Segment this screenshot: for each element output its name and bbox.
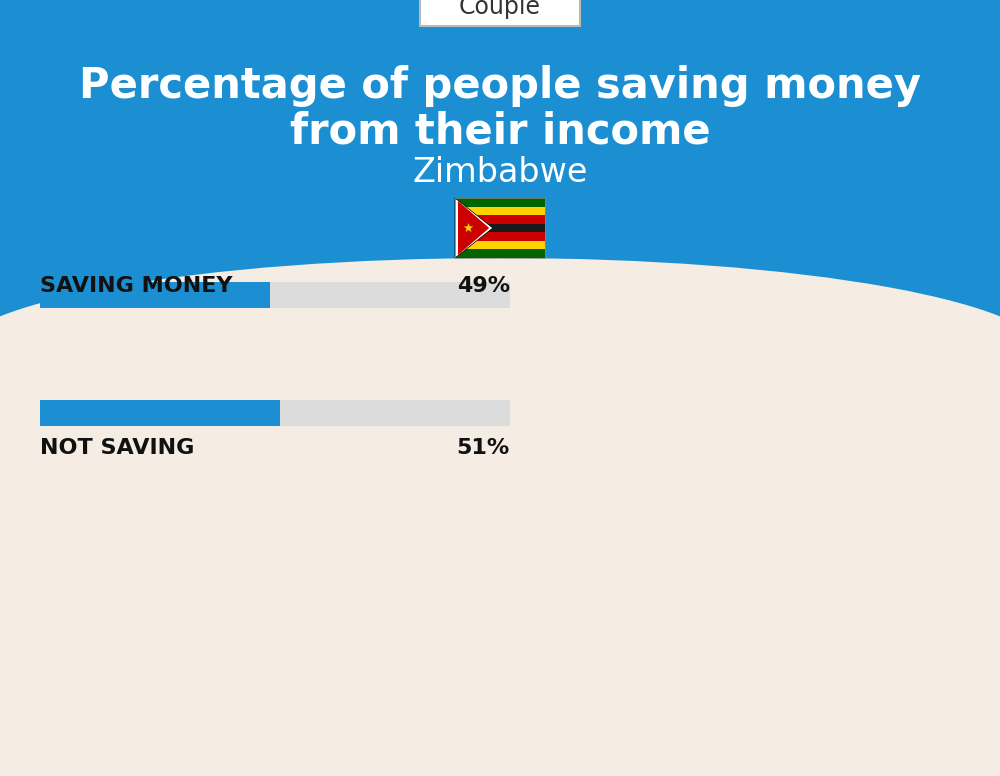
- Bar: [455, 249, 545, 258]
- Polygon shape: [455, 198, 493, 258]
- Text: 49%: 49%: [457, 276, 510, 296]
- Polygon shape: [464, 223, 473, 232]
- Bar: [0, 0, 1000, 336]
- Bar: [40, 400, 280, 426]
- Bar: [455, 198, 545, 206]
- Bar: [455, 198, 545, 258]
- Text: Percentage of people saving money: Percentage of people saving money: [79, 65, 921, 107]
- Bar: [455, 223, 545, 232]
- Ellipse shape: [0, 196, 1000, 356]
- Bar: [455, 241, 545, 249]
- Text: Couple: Couple: [459, 0, 541, 19]
- Bar: [455, 206, 545, 215]
- FancyBboxPatch shape: [420, 0, 580, 26]
- Ellipse shape: [0, 258, 1000, 458]
- Bar: [40, 400, 510, 426]
- Bar: [40, 282, 510, 308]
- Text: SAVING MONEY: SAVING MONEY: [40, 276, 232, 296]
- Text: 51%: 51%: [457, 438, 510, 458]
- Bar: [455, 232, 545, 241]
- Text: NOT SAVING: NOT SAVING: [40, 438, 194, 458]
- Bar: [455, 215, 545, 223]
- Bar: [40, 282, 270, 308]
- Polygon shape: [458, 201, 489, 255]
- Text: Zimbabwe: Zimbabwe: [412, 157, 588, 189]
- Text: from their income: from their income: [290, 110, 710, 152]
